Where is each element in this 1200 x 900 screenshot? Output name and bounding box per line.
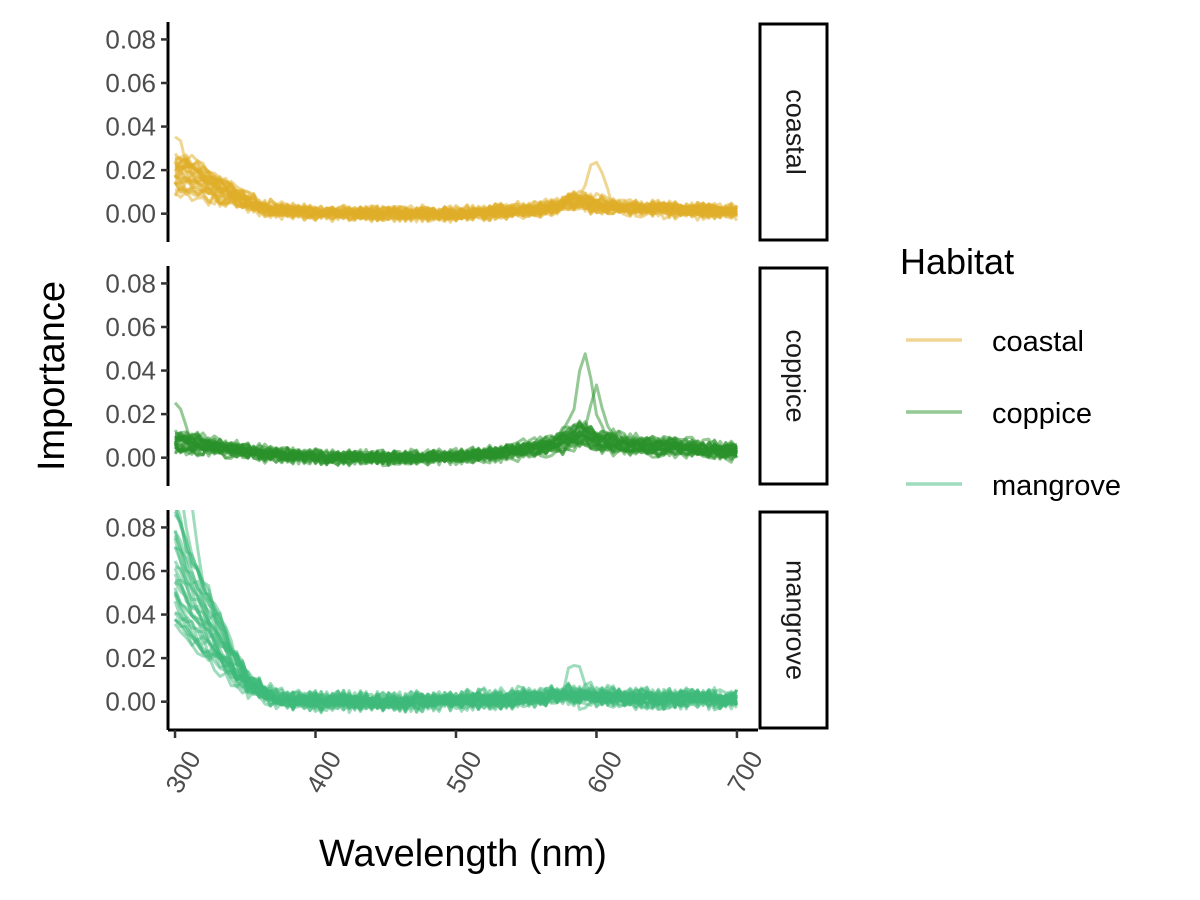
y-tick-label: 0.04 [105, 356, 156, 386]
legend-item-mangrove: mangrove [906, 470, 1121, 502]
facet-strip-label: coppice [780, 329, 810, 422]
legend-item-coastal: coastal [906, 326, 1084, 358]
legend-label: coastal [992, 326, 1084, 358]
series-line [174, 424, 738, 466]
x-tick-label: 500 [440, 746, 488, 799]
facet-strip-coppice [758, 266, 829, 486]
facet-strip-mangrove [758, 510, 829, 730]
y-tick-label: 0.06 [105, 68, 156, 98]
facet-panel-coastal: 0.00 0.02 0.04 0.06 0.08 coastal [105, 22, 829, 242]
y-tick-label: 0.08 [105, 24, 156, 54]
y-tick-label: 0.08 [105, 268, 156, 298]
y-tick-label: 0.02 [105, 155, 156, 185]
y-tick-label: 0.06 [105, 312, 156, 342]
y-tick-label: 0.02 [105, 643, 156, 673]
series-lines-coppice [173, 352, 739, 468]
y-tick-label: 0.00 [105, 443, 156, 473]
facet-strip-label: coastal [780, 89, 810, 175]
x-tick-label: 400 [300, 746, 348, 799]
series-line [173, 587, 738, 710]
series-line [182, 510, 737, 714]
y-tick-label: 0.04 [105, 600, 156, 630]
y-axis-title: Importance [31, 281, 73, 471]
legend: Habitat coastal coppice mangrove [900, 241, 1121, 502]
series-lines-mangrove [173, 510, 739, 715]
y-tick-label: 0.04 [105, 112, 156, 142]
x-tick-label: 600 [581, 746, 629, 799]
y-tick-label: 0.00 [105, 199, 156, 229]
facet-strip-coastal [758, 22, 829, 242]
x-tick-label: 300 [159, 746, 207, 799]
series-lines-coastal [173, 135, 739, 224]
facet-panels: 0.000.020.040.060.08coastal0.000.020.040… [105, 22, 829, 730]
legend-title: Habitat [900, 241, 1014, 282]
legend-label: mangrove [992, 470, 1121, 502]
x-tick-label: 700 [721, 746, 769, 799]
y-tick-label: 0.00 [105, 687, 156, 717]
legend-label: coppice [992, 398, 1092, 430]
x-axis: 300 400 500 600 700 [159, 728, 769, 799]
y-tick-label: 0.02 [105, 399, 156, 429]
facet-panel-coppice: 0.00 0.02 0.04 0.06 0.08 coppice [105, 266, 829, 486]
y-tick-label: 0.06 [105, 556, 156, 586]
series-line [174, 161, 738, 222]
y-tick-label: 0.08 [105, 512, 156, 542]
legend-item-coppice: coppice [906, 398, 1092, 430]
series-line [173, 160, 738, 223]
facet-strip-label: mangrove [780, 560, 810, 680]
x-axis-title: Wavelength (nm) [319, 833, 607, 875]
facet-panel-mangrove: 0.00 0.02 0.04 0.06 0.08 mangrove [105, 510, 829, 730]
